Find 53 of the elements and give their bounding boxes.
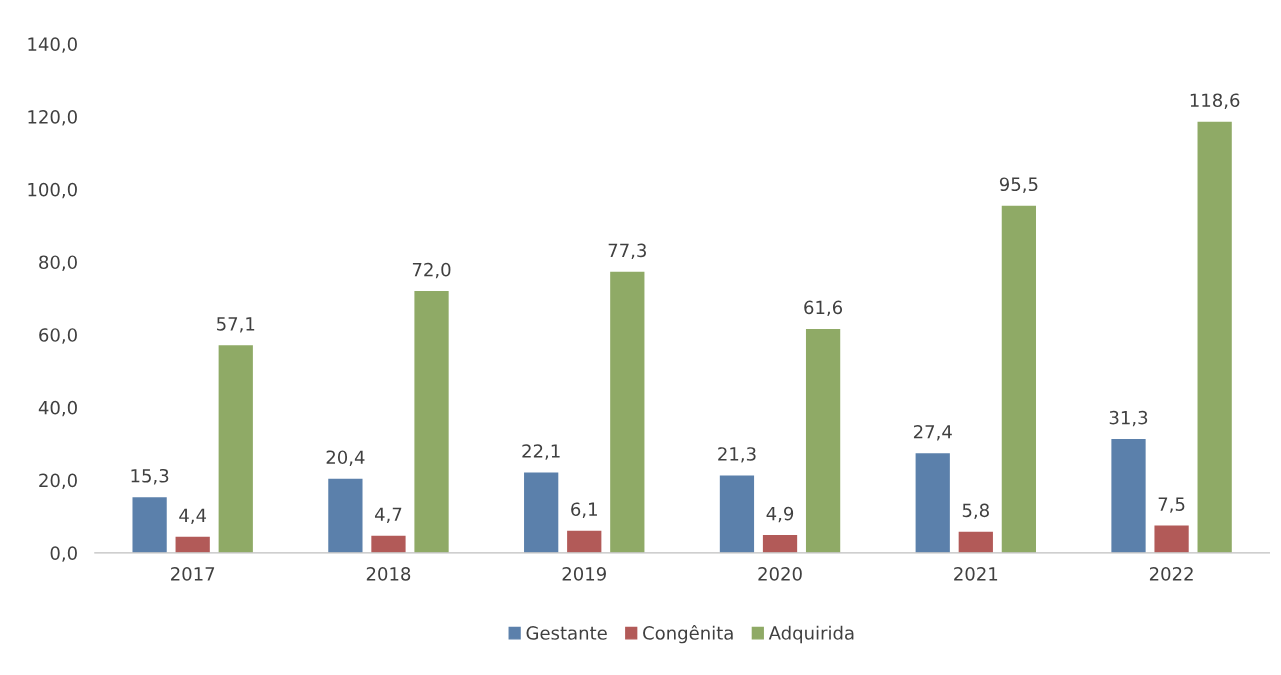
data-label: 20,4 (326, 450, 365, 466)
y-tick-label: 80,0 (39, 255, 77, 271)
data-label: 4,4 (179, 508, 207, 525)
data-label: 118,6 (1190, 93, 1240, 109)
bar (132, 497, 167, 553)
data-label: 5,8 (962, 503, 989, 519)
y-tick-label: 40,0 (38, 400, 77, 417)
bar (805, 328, 841, 553)
bar (328, 478, 363, 553)
bar (175, 536, 210, 553)
y-tick-label: 0,0 (50, 546, 77, 562)
y-tick-label: 100,0 (28, 182, 77, 199)
data-label: 21,3 (718, 447, 756, 463)
legend-label: Gestante (526, 626, 607, 640)
bar (1111, 439, 1146, 553)
bar (1197, 121, 1232, 553)
data-label: 15,3 (131, 468, 169, 485)
bar (414, 291, 449, 553)
data-label: 72,0 (412, 262, 451, 279)
y-tick-label: 60,0 (39, 328, 77, 344)
bar (1001, 205, 1036, 553)
data-label: 7,5 (1158, 497, 1185, 513)
data-label: 57,1 (217, 317, 255, 333)
legend-label: Adquirida (768, 625, 854, 644)
bar (1154, 525, 1189, 553)
bar (762, 535, 798, 553)
x-tick-label: 2019 (562, 567, 606, 581)
data-label: 22,1 (522, 444, 560, 460)
data-label: 95,5 (999, 177, 1038, 193)
data-label: 4,7 (374, 507, 402, 523)
data-label: 27,4 (913, 424, 952, 441)
data-label: 4,9 (766, 506, 794, 523)
y-tick-label: 120,0 (28, 110, 77, 126)
bar (958, 531, 993, 553)
data-label: 31,3 (1109, 410, 1148, 427)
x-tick-label: 2017 (171, 567, 215, 581)
y-tick-label: 140,0 (28, 37, 77, 53)
legend-label: Congênita (643, 625, 733, 644)
data-label: 6,1 (571, 502, 597, 518)
bar (610, 271, 645, 553)
x-tick-label: 2020 (758, 567, 802, 581)
y-tick-label: 20,0 (39, 473, 77, 490)
x-tick-label: 2018 (366, 567, 411, 581)
bar (218, 345, 253, 553)
bar (719, 475, 755, 553)
x-tick-label: 2022 (1149, 567, 1193, 581)
bar (524, 472, 559, 553)
data-label: 77,3 (608, 243, 646, 260)
bar (371, 535, 406, 553)
bar (567, 530, 602, 553)
bar (915, 453, 950, 553)
data-label: 61,6 (804, 300, 843, 317)
x-tick-label: 2021 (954, 567, 998, 581)
